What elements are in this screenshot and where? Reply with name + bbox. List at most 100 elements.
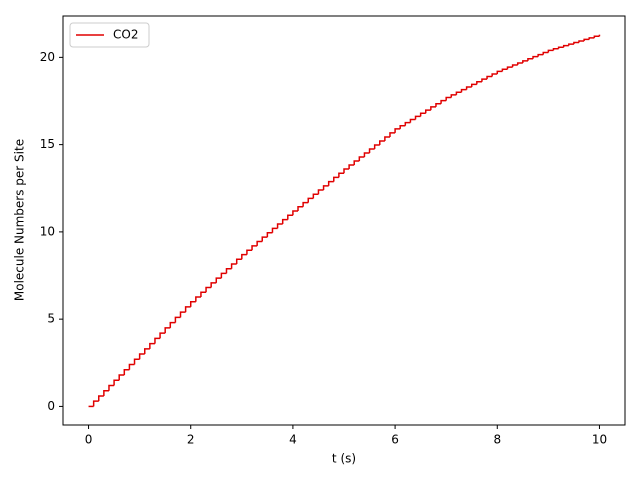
line-step: [496, 70, 503, 74]
line-step: [522, 60, 528, 63]
line-step: [230, 263, 237, 269]
line-step: [179, 311, 186, 318]
line-step: [338, 172, 344, 178]
line-step: [149, 342, 155, 349]
line-step: [184, 306, 191, 313]
line-step: [297, 206, 304, 211]
line-step: [307, 197, 314, 203]
line-step: [430, 106, 436, 111]
line-step: [445, 96, 452, 101]
line-step: [276, 223, 283, 229]
line-step: [450, 94, 457, 98]
line-step: [552, 48, 559, 51]
line-step: [404, 121, 411, 126]
line-step: [195, 296, 201, 302]
line-step: [169, 321, 176, 328]
line-step: [511, 64, 518, 68]
line-step: [578, 40, 585, 43]
line-step: [537, 53, 544, 57]
line-step: [399, 125, 406, 129]
line-step: [583, 38, 590, 41]
line-step: [205, 286, 212, 293]
line-step: [476, 81, 482, 85]
line-step: [241, 253, 247, 260]
line-step: [103, 389, 109, 396]
line-step: [348, 164, 355, 170]
line-step: [384, 136, 390, 141]
line-step: [435, 103, 442, 107]
line-step: [215, 277, 222, 283]
line-step: [143, 348, 150, 355]
line-step: [118, 374, 125, 381]
line-step: [547, 49, 554, 53]
line-step: [174, 316, 181, 323]
line-step: [419, 112, 426, 117]
line-step: [542, 51, 549, 55]
line-step: [573, 41, 580, 45]
line-step: [379, 140, 385, 145]
line-step: [363, 152, 370, 158]
x-tick-label: 6: [391, 433, 399, 447]
line-step: [210, 282, 217, 288]
line-step: [98, 395, 104, 402]
line-step: [302, 201, 309, 207]
line-step: [322, 185, 329, 191]
line-step: [251, 245, 258, 251]
line-step: [455, 91, 462, 95]
x-tick-label: 4: [289, 433, 297, 447]
line-step: [491, 73, 498, 77]
legend-label: CO2: [113, 28, 138, 42]
x-tick-label: 10: [592, 433, 607, 447]
line-step: [506, 66, 513, 70]
line-step: [164, 327, 171, 334]
line-step: [189, 300, 196, 307]
line-step: [562, 44, 569, 48]
x-tick-label: 0: [85, 433, 93, 447]
line-step: [108, 384, 115, 391]
line-step: [409, 118, 416, 123]
line-step: [154, 337, 161, 344]
line-step: [481, 78, 488, 82]
y-tick-label: 15: [40, 137, 55, 151]
line-step: [133, 358, 140, 365]
line-step: [373, 144, 380, 149]
line-step: [389, 132, 396, 137]
y-axis-label: Molecule Numbers per Site: [13, 139, 27, 301]
line-step: [317, 189, 324, 195]
legend-box: [69, 22, 150, 48]
line-step: [266, 232, 273, 238]
line-step: [343, 168, 350, 174]
line-step: [501, 68, 508, 72]
line-step: [281, 218, 288, 225]
line-step: [138, 353, 145, 360]
line-step: [292, 210, 299, 216]
line-step: [200, 291, 207, 297]
line-step: [353, 160, 360, 166]
line-step: [358, 156, 365, 162]
line-step: [256, 240, 263, 246]
y-tick-label: 10: [40, 224, 55, 238]
line-step: [159, 332, 166, 339]
y-tick-label: 0: [47, 399, 55, 413]
line-step: [246, 249, 253, 255]
line-step: [557, 46, 564, 49]
line-step: [123, 369, 130, 375]
line-step: [271, 227, 278, 233]
x-tick-label: 2: [187, 433, 195, 447]
line-step: [424, 109, 431, 114]
line-step: [235, 258, 242, 264]
line-step: [312, 193, 319, 199]
y-tick-label: 5: [47, 312, 55, 326]
line-step: [368, 148, 375, 154]
line-step: [593, 35, 600, 38]
line-step: [568, 43, 574, 46]
line-step: [333, 176, 339, 182]
plot-frame: [62, 15, 626, 426]
line-step: [327, 180, 334, 186]
x-axis-label: t (s): [332, 452, 356, 466]
line-step: [261, 236, 268, 242]
line-step: [486, 75, 493, 80]
line-step: [470, 83, 477, 88]
line-step: [287, 214, 293, 220]
